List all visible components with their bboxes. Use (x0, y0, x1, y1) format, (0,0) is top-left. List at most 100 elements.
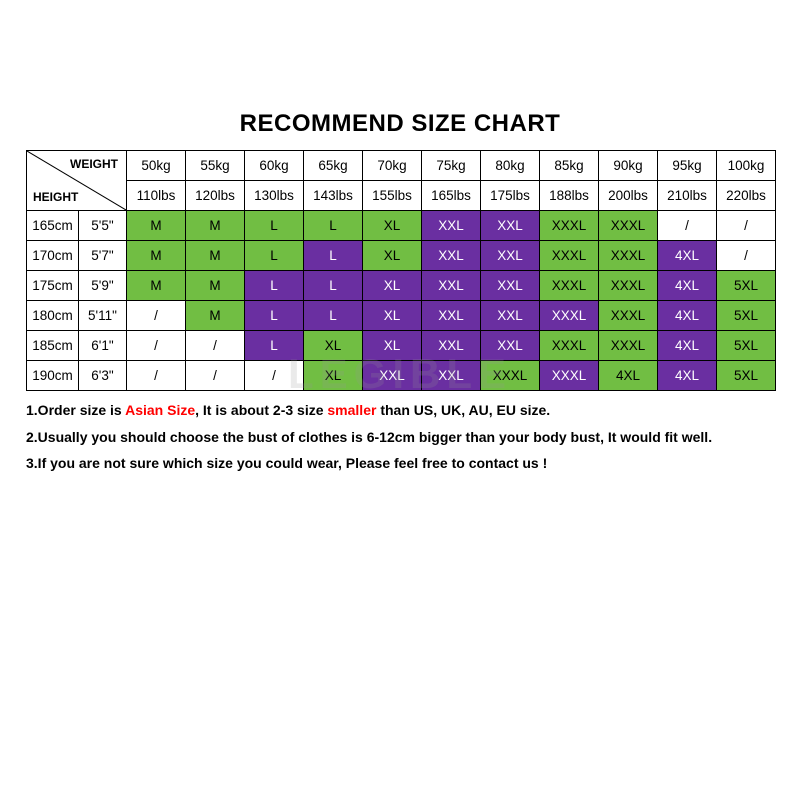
size-cell: XXXL (540, 271, 599, 301)
size-cell: XXL (422, 301, 481, 331)
size-cell: / (186, 331, 245, 361)
size-cell: / (127, 361, 186, 391)
size-cell: / (186, 361, 245, 391)
height-header-cm: 190cm (27, 361, 79, 391)
size-cell: M (127, 271, 186, 301)
weight-header-kg: 50kg (127, 151, 186, 181)
size-cell: M (186, 241, 245, 271)
size-cell: XXXL (540, 211, 599, 241)
height-header-cm: 165cm (27, 211, 79, 241)
size-cell: M (127, 211, 186, 241)
size-cell: XXL (422, 241, 481, 271)
weight-header-kg: 100kg (717, 151, 776, 181)
size-cell: XXL (422, 271, 481, 301)
weight-header-kg: 95kg (658, 151, 717, 181)
size-cell: M (186, 301, 245, 331)
weight-header-kg: 55kg (186, 151, 245, 181)
weight-header-lbs: 155lbs (363, 181, 422, 211)
weight-header-lbs: 130lbs (245, 181, 304, 211)
weight-header-kg: 65kg (304, 151, 363, 181)
size-cell: XXXL (481, 361, 540, 391)
size-cell: XL (363, 241, 422, 271)
height-header-cm: 170cm (27, 241, 79, 271)
weight-header-lbs: 143lbs (304, 181, 363, 211)
size-cell: M (186, 271, 245, 301)
chart-title: RECOMMEND SIZE CHART (26, 110, 774, 138)
size-cell: L (304, 241, 363, 271)
size-cell: / (127, 331, 186, 361)
size-cell: XXL (481, 331, 540, 361)
size-cell: L (304, 271, 363, 301)
size-cell: XXL (481, 241, 540, 271)
size-cell: 4XL (658, 301, 717, 331)
size-cell: 4XL (658, 331, 717, 361)
weight-header-lbs: 210lbs (658, 181, 717, 211)
height-axis-label: HEIGHT (33, 190, 78, 204)
height-header-cm: 175cm (27, 271, 79, 301)
size-cell: XXL (363, 361, 422, 391)
size-cell: XXL (481, 211, 540, 241)
size-cell: XXL (481, 271, 540, 301)
note-line: 1.Order size is Asian Size, It is about … (26, 397, 774, 424)
size-cell: XXXL (540, 361, 599, 391)
height-header-ft: 6'1" (79, 331, 127, 361)
note-text: 3.If you are not sure which size you cou… (26, 455, 547, 471)
size-cell: XXL (422, 331, 481, 361)
size-cell: 4XL (658, 361, 717, 391)
size-cell: XXXL (599, 301, 658, 331)
size-chart-table: WEIGHTHEIGHT50kg55kg60kg65kg70kg75kg80kg… (26, 150, 776, 391)
size-cell: 5XL (717, 271, 776, 301)
weight-header-kg: 85kg (540, 151, 599, 181)
note-emphasis: smaller (327, 402, 376, 418)
size-cell: 4XL (599, 361, 658, 391)
size-cell: / (717, 241, 776, 271)
size-cell: XL (304, 361, 363, 391)
weight-header-lbs: 120lbs (186, 181, 245, 211)
size-cell: XL (363, 331, 422, 361)
weight-header-kg: 75kg (422, 151, 481, 181)
weight-header-kg: 90kg (599, 151, 658, 181)
size-cell: XXL (422, 361, 481, 391)
size-cell: L (304, 301, 363, 331)
height-header-ft: 5'9" (79, 271, 127, 301)
weight-header-lbs: 200lbs (599, 181, 658, 211)
size-cell: / (717, 211, 776, 241)
height-header-ft: 5'5" (79, 211, 127, 241)
weight-header-kg: 60kg (245, 151, 304, 181)
size-cell: L (245, 241, 304, 271)
note-line: 3.If you are not sure which size you cou… (26, 450, 774, 477)
size-cell: XXL (481, 301, 540, 331)
size-cell: 4XL (658, 241, 717, 271)
axis-corner: WEIGHTHEIGHT (27, 151, 127, 211)
note-line: 2.Usually you should choose the bust of … (26, 424, 774, 451)
size-cell: / (658, 211, 717, 241)
size-cell: XXXL (540, 331, 599, 361)
note-text: than US, UK, AU, EU size. (376, 402, 550, 418)
weight-header-lbs: 188lbs (540, 181, 599, 211)
note-text: 1.Order size is (26, 402, 125, 418)
note-text: 2.Usually you should choose the bust of … (26, 429, 712, 445)
size-cell: / (245, 361, 304, 391)
size-cell: L (245, 331, 304, 361)
weight-header-kg: 70kg (363, 151, 422, 181)
size-cell: XL (363, 301, 422, 331)
weight-header-kg: 80kg (481, 151, 540, 181)
size-cell: XXXL (599, 211, 658, 241)
size-cell: XXXL (540, 301, 599, 331)
weight-header-lbs: 220lbs (717, 181, 776, 211)
size-cell: XL (363, 211, 422, 241)
weight-header-lbs: 175lbs (481, 181, 540, 211)
weight-header-lbs: 165lbs (422, 181, 481, 211)
size-cell: XL (363, 271, 422, 301)
height-header-ft: 5'11" (79, 301, 127, 331)
note-text: , It is about 2-3 size (195, 402, 327, 418)
height-header-cm: 185cm (27, 331, 79, 361)
height-header-ft: 5'7" (79, 241, 127, 271)
size-cell: XXXL (599, 271, 658, 301)
size-cell: 5XL (717, 361, 776, 391)
size-cell: / (127, 301, 186, 331)
size-cell: XL (304, 331, 363, 361)
size-cell: M (127, 241, 186, 271)
notes-block: 1.Order size is Asian Size, It is about … (26, 397, 774, 477)
size-cell: M (186, 211, 245, 241)
